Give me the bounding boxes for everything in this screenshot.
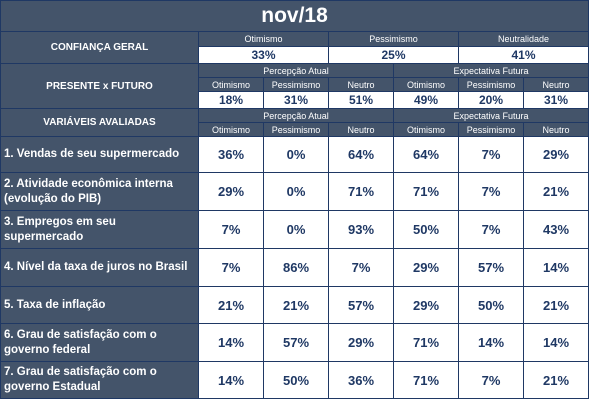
row-value: 57% [458, 248, 524, 287]
presente-value: 31% [522, 91, 589, 109]
table-row: 6. Grau de satisfação com o governo fede… [0, 323, 589, 362]
row-value: 50% [393, 210, 459, 249]
variaveis-col-header: Neutro [328, 122, 394, 137]
presente-col-header: Pessimismo [458, 77, 524, 92]
variaveis-group-futura: Expectativa Futura [392, 108, 589, 123]
row-value: 64% [328, 136, 394, 173]
row-value: 29% [393, 286, 459, 324]
row-value: 71% [328, 172, 394, 211]
row-value: 14% [198, 361, 264, 399]
row-value: 21% [522, 361, 589, 399]
row-value: 21% [522, 172, 589, 211]
presente-futuro-label: PRESENTE x FUTURO [0, 63, 199, 109]
row-value: 0% [263, 210, 329, 249]
row-value: 7% [458, 172, 524, 211]
variaveis-col-header: Otimismo [393, 122, 459, 137]
row-value: 7% [458, 136, 524, 173]
row-value: 14% [198, 323, 264, 362]
row-label: 7. Grau de satisfação com o governo Esta… [0, 361, 199, 399]
presente-col-header: Otimismo [198, 77, 264, 92]
confianca-header-otimismo: Otimismo [198, 31, 329, 47]
row-label: 1. Vendas de seu supermercado [0, 136, 199, 173]
variaveis-col-header: Neutro [522, 122, 589, 137]
row-label: 3. Empregos em seu supermercado [0, 210, 199, 249]
row-value: 14% [522, 248, 589, 287]
confianca-header-neutralidade: Neutralidade [457, 31, 589, 47]
presente-value: 31% [263, 91, 329, 109]
row-value: 21% [263, 286, 329, 324]
row-value: 36% [198, 136, 264, 173]
presente-col-header: Neutro [522, 77, 589, 92]
row-label: 6. Grau de satisfação com o governo fede… [0, 323, 199, 362]
row-value: 7% [198, 210, 264, 249]
row-value: 7% [328, 248, 394, 287]
confianca-value-pessimismo: 25% [328, 46, 459, 64]
presente-value: 49% [393, 91, 459, 109]
row-value: 29% [522, 136, 589, 173]
row-label: 2. Atividade econômica interna (evolução… [0, 172, 199, 211]
row-value: 29% [328, 323, 394, 362]
presente-col-header: Otimismo [393, 77, 459, 92]
variaveis-col-header: Pessimismo [263, 122, 329, 137]
confianca-geral-label: CONFIANÇA GERAL [0, 31, 199, 64]
row-value: 36% [328, 361, 394, 399]
row-value: 7% [458, 210, 524, 249]
presente-group-atual: Percepção Atual [198, 63, 394, 78]
table-row: 2. Atividade econômica interna (evolução… [0, 172, 589, 211]
row-label: 4. Nível da taxa de juros no Brasil [0, 248, 199, 287]
row-value: 0% [263, 172, 329, 211]
table-row: 7. Grau de satisfação com o governo Esta… [0, 361, 589, 399]
presente-value: 51% [328, 91, 394, 109]
row-value: 43% [522, 210, 589, 249]
row-value: 7% [198, 248, 264, 287]
row-value: 57% [328, 286, 394, 324]
row-value: 71% [393, 323, 459, 362]
table-row: 1. Vendas de seu supermercado 36% 0% 64%… [0, 136, 589, 173]
table-row: 3. Empregos em seu supermercado 7% 0% 93… [0, 210, 589, 249]
confianca-value-otimismo: 33% [198, 46, 329, 64]
table-row: 4. Nível da taxa de juros no Brasil 7% 8… [0, 248, 589, 287]
row-value: 64% [393, 136, 459, 173]
row-value: 50% [263, 361, 329, 399]
row-label: 5. Taxa de inflação [0, 286, 199, 324]
row-value: 71% [393, 361, 459, 399]
confianca-value-neutralidade: 41% [457, 46, 589, 64]
variaveis-col-header: Pessimismo [458, 122, 524, 137]
table-row: 5. Taxa de inflação 21% 21% 57% 29% 50% … [0, 286, 589, 324]
row-value: 0% [263, 136, 329, 173]
row-value: 93% [328, 210, 394, 249]
presente-value: 18% [198, 91, 264, 109]
row-value: 14% [458, 323, 524, 362]
confianca-header-pessimismo: Pessimismo [328, 31, 459, 47]
presente-col-header: Neutro [328, 77, 394, 92]
row-value: 29% [393, 248, 459, 287]
variaveis-col-header: Otimismo [198, 122, 264, 137]
row-value: 14% [522, 323, 589, 362]
row-value: 86% [263, 248, 329, 287]
row-value: 29% [198, 172, 264, 211]
row-value: 21% [198, 286, 264, 324]
variaveis-group-atual: Percepção Atual [198, 108, 394, 123]
row-value: 71% [393, 172, 459, 211]
row-value: 50% [458, 286, 524, 324]
row-value: 57% [263, 323, 329, 362]
presente-col-header: Pessimismo [263, 77, 329, 92]
variaveis-label: VARIÁVEIS AVALIADAS [0, 108, 199, 137]
presente-group-futura: Expectativa Futura [392, 63, 589, 78]
row-value: 21% [522, 286, 589, 324]
presente-value: 20% [458, 91, 524, 109]
row-value: 7% [458, 361, 524, 399]
page-title: nov/18 [0, 0, 589, 32]
